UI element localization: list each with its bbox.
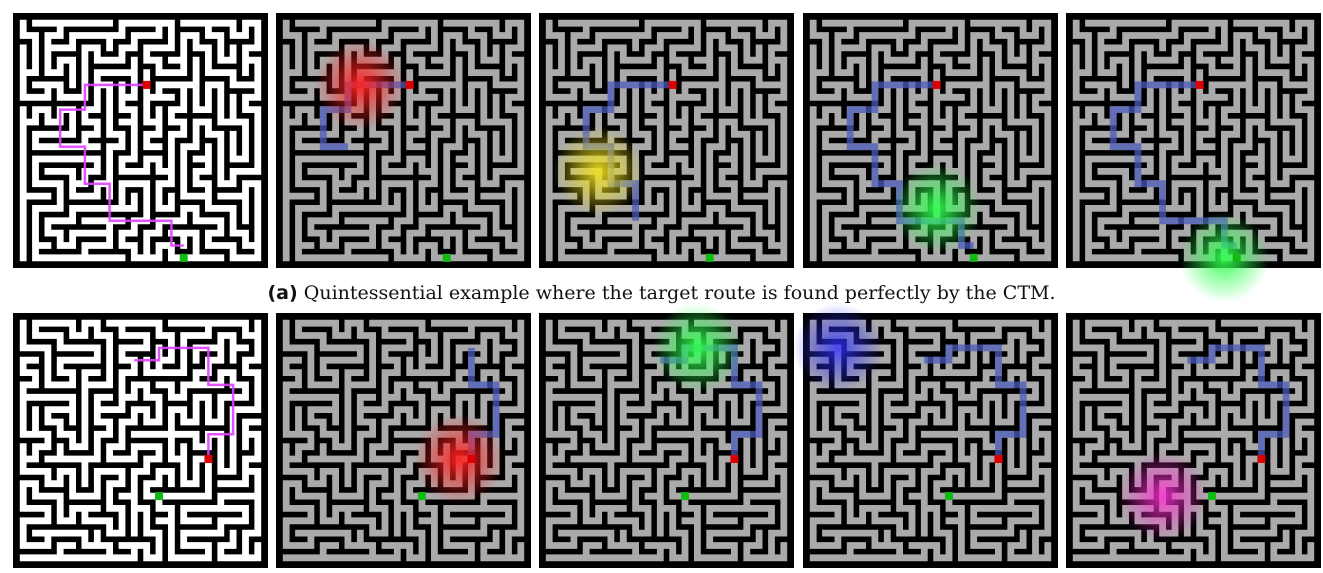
goal-marker	[442, 253, 451, 262]
start-marker	[994, 455, 1003, 464]
attention-glow	[652, 302, 743, 393]
caption-label: (a)	[267, 282, 298, 304]
attention-glow	[315, 39, 406, 130]
goal-marker	[179, 253, 188, 262]
start-marker	[142, 80, 151, 89]
start-marker	[467, 455, 476, 464]
attention-glow	[792, 302, 883, 393]
start-marker	[405, 80, 414, 89]
attention-glow	[1117, 451, 1208, 542]
attention-glow	[414, 414, 505, 505]
route-trace	[924, 344, 1027, 459]
goal-marker	[1232, 253, 1241, 262]
goal-marker	[969, 253, 978, 262]
goal-marker	[705, 253, 714, 262]
attention-glow	[891, 163, 982, 254]
attention-glow	[553, 126, 644, 217]
route-trace	[1187, 344, 1290, 459]
goal-marker	[1208, 492, 1217, 501]
maze-corridors	[19, 319, 262, 562]
start-marker	[204, 455, 213, 464]
start-marker	[1257, 455, 1266, 464]
start-marker	[730, 455, 739, 464]
start-marker	[932, 80, 941, 89]
goal-marker	[945, 492, 954, 501]
maze-background	[13, 313, 268, 568]
attention-glow	[1179, 212, 1270, 303]
start-marker	[1195, 80, 1204, 89]
predicted-path	[58, 83, 184, 247]
maze-corridors	[282, 19, 525, 262]
maze-background	[13, 13, 268, 268]
goal-marker	[155, 492, 164, 501]
goal-marker	[681, 492, 690, 501]
predicted-path	[134, 346, 235, 459]
maze-background	[276, 13, 531, 268]
caption: (a) Quintessential example where the tar…	[0, 282, 1323, 304]
maze-corridors	[19, 19, 262, 262]
start-marker	[668, 80, 677, 89]
goal-marker	[418, 492, 427, 501]
caption-text: Quintessential example where the target …	[303, 282, 1056, 304]
